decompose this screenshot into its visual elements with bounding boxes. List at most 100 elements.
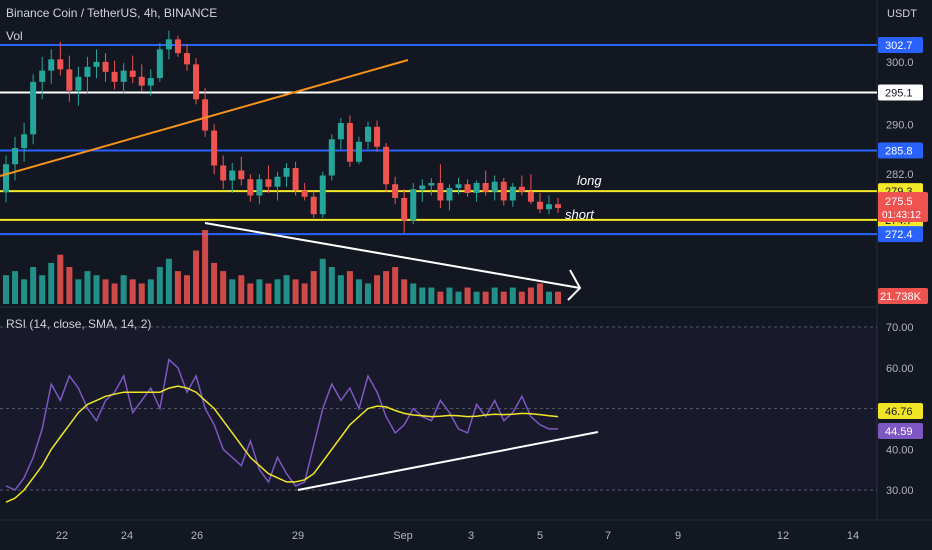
volume-tag: 21.738K (880, 291, 922, 303)
volume-bar (265, 283, 272, 304)
volume-bar (202, 230, 209, 304)
volume-bar (274, 279, 281, 304)
volume-bar (319, 258, 326, 304)
candle-body (410, 189, 417, 221)
level-tag-272-4-bg (878, 226, 923, 243)
time-tick: 7 (605, 530, 611, 542)
volume-bar (536, 283, 543, 304)
candle-body (555, 204, 562, 208)
candle-body (184, 53, 190, 65)
candle-body (30, 81, 37, 135)
volume-bar (57, 254, 64, 304)
volume-bar (482, 291, 489, 304)
level-tag-285-8-bg (878, 142, 923, 159)
rsi-tick: 40.00 (886, 444, 914, 456)
volume-bar (392, 267, 399, 304)
rsi-trendline (297, 431, 599, 491)
arrow-head (567, 269, 582, 301)
volume-bar (184, 275, 190, 304)
price-tick: 290.0 (886, 119, 914, 131)
volume-bar (256, 279, 263, 304)
candle-body (193, 64, 200, 100)
rsi-tick: 60.00 (886, 363, 914, 375)
candle-body (346, 123, 353, 162)
level-tag-272-4: 272.4 (885, 229, 913, 241)
volume-bar (365, 283, 371, 304)
candle-body (3, 164, 9, 193)
rsi-tag-bg (878, 423, 923, 439)
volume-label: Vol (6, 29, 23, 43)
candle-body (310, 196, 317, 215)
orange-trendline (0, 59, 409, 177)
candle-body (147, 78, 154, 86)
candle-body (500, 181, 507, 201)
volume-bar (383, 271, 390, 304)
long-annotation: long (577, 173, 602, 188)
volume-bar (555, 291, 562, 304)
candle-body (464, 184, 471, 193)
volume-bar (509, 287, 516, 304)
volume-bar (446, 287, 453, 304)
volume-bar (464, 287, 471, 304)
volume-bar (21, 279, 28, 304)
price-tag: 275.5 (885, 196, 913, 208)
candle-body (211, 130, 218, 166)
volume-bar (518, 291, 525, 304)
time-tick: 14 (847, 530, 859, 542)
candle-body (102, 61, 109, 72)
candle-body (165, 39, 172, 50)
short-annotation: short (565, 207, 595, 222)
volume-bar (500, 291, 507, 304)
volume-bar (337, 275, 344, 304)
volume-bar (48, 262, 55, 304)
volume-bar (129, 279, 136, 304)
candle-body (111, 71, 118, 82)
candle-body (238, 170, 245, 180)
candle-body (301, 190, 308, 197)
rsi-ma-tag-bg (878, 403, 923, 419)
candle-body (383, 146, 390, 185)
candle-body (401, 197, 408, 221)
candle-body (274, 176, 281, 187)
candle-body (39, 70, 46, 82)
candle-body (156, 49, 163, 79)
candle-body (57, 59, 64, 70)
volume-bar (102, 279, 109, 304)
candle-body (138, 76, 145, 86)
volume-bar (84, 271, 91, 304)
volume-bar (39, 275, 46, 304)
volume-bar (527, 287, 534, 304)
price-tag-bg (878, 192, 928, 222)
candle-body (355, 141, 362, 162)
candle-body (374, 126, 381, 147)
volume-bar (220, 271, 227, 304)
candle-body (265, 179, 272, 187)
candle-body (48, 59, 55, 71)
candle-body (93, 61, 100, 67)
volume-bar (3, 275, 9, 304)
candle-body (292, 168, 299, 191)
volume-bar (66, 267, 73, 304)
candle-body (84, 66, 91, 77)
candle-body (202, 99, 209, 131)
time-tick: 12 (777, 530, 789, 542)
time-tick: 24 (121, 530, 133, 542)
candle-body (446, 187, 453, 201)
chart-title: Binance Coin / TetherUS, 4h, BINANCE (6, 6, 218, 20)
rsi-tick: 70.00 (886, 322, 914, 334)
volume-wedge-line (204, 222, 581, 289)
candle-body (328, 139, 335, 176)
time-tick: 5 (537, 530, 543, 542)
time-tick: 29 (292, 530, 304, 542)
volume-bar (238, 275, 245, 304)
level-tag-302-7: 302.7 (885, 40, 913, 52)
rsi-series-ma (5, 385, 559, 503)
level-tag-285-8: 285.8 (885, 146, 913, 158)
volume-tag-bg (878, 288, 928, 304)
candle-body (12, 148, 19, 165)
price-tick: 282.0 (886, 169, 914, 181)
volume-bar (410, 283, 417, 304)
volume-bar (30, 267, 37, 304)
candle-body (256, 179, 263, 196)
